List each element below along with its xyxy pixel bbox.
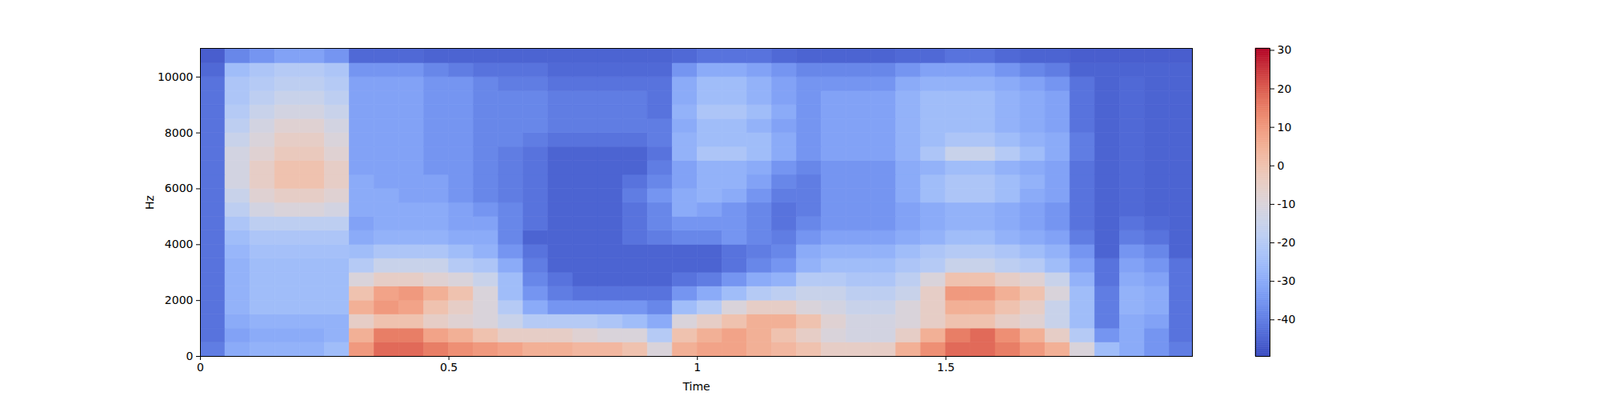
svg-text:-20: -20	[1277, 236, 1296, 249]
svg-text:1: 1	[693, 360, 701, 374]
svg-text:-10: -10	[1277, 197, 1296, 211]
svg-text:30: 30	[1277, 43, 1292, 56]
svg-text:-30: -30	[1277, 274, 1296, 288]
svg-text:6000: 6000	[164, 181, 194, 195]
svg-text:20: 20	[1277, 82, 1292, 96]
svg-text:10000: 10000	[157, 70, 194, 84]
svg-text:10: 10	[1277, 120, 1292, 134]
svg-text:Hz: Hz	[143, 195, 156, 210]
svg-text:0: 0	[1277, 159, 1285, 172]
svg-text:0.5: 0.5	[440, 360, 458, 374]
svg-text:4000: 4000	[164, 237, 194, 251]
svg-text:0: 0	[186, 349, 194, 363]
svg-text:8000: 8000	[164, 126, 194, 140]
svg-text:1.5: 1.5	[936, 360, 955, 374]
svg-text:0: 0	[196, 360, 204, 374]
svg-text:-40: -40	[1277, 312, 1296, 326]
svg-text:Time: Time	[681, 380, 710, 393]
svg-text:2000: 2000	[164, 293, 194, 307]
